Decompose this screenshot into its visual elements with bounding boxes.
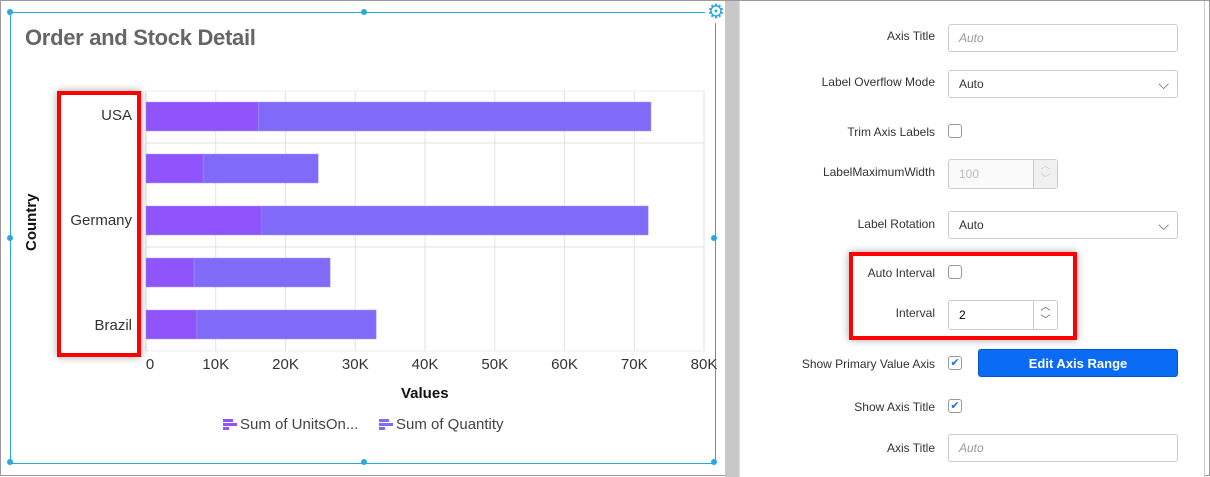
label-rotation-label: Label Rotation xyxy=(857,217,935,231)
x-axis-title: Values xyxy=(401,385,449,402)
bar-segment xyxy=(145,309,198,340)
selected-value: Auto xyxy=(959,218,984,232)
selected-value: Auto xyxy=(959,77,984,91)
axis-title-label: Axis Title xyxy=(886,29,935,43)
trim-labels-label: Trim Axis Labels xyxy=(847,125,935,139)
show-primary-axis-label: Show Primary Value Axis xyxy=(801,357,935,371)
bar-segment xyxy=(193,257,331,288)
legend-label: Sum of Quantity xyxy=(396,416,504,433)
placeholder: Auto xyxy=(959,31,984,45)
value: 100 xyxy=(959,167,980,181)
x-tick-label: 30K xyxy=(341,356,369,373)
auto-interval-checkbox[interactable] xyxy=(948,265,962,279)
gear-icon[interactable]: ⚙ xyxy=(705,1,727,23)
y-axis-title: Country xyxy=(23,193,40,252)
bar-segment xyxy=(145,205,263,236)
value: 2 xyxy=(959,308,966,322)
legend-item-units[interactable]: Sum of UnitsOn... xyxy=(223,416,358,433)
resize-handle[interactable] xyxy=(7,459,13,465)
auto-interval-label: Auto Interval xyxy=(867,266,935,280)
highlight-box-axis-labels xyxy=(57,91,141,357)
bar-segment xyxy=(145,101,259,132)
widget-title: Order and Stock Detail xyxy=(25,25,256,50)
category-label-usa: USA xyxy=(101,107,132,124)
bar-segment xyxy=(145,153,204,184)
category-label-germany: Germany xyxy=(70,212,132,229)
bar-legend-icon xyxy=(223,418,237,431)
resize-handle[interactable] xyxy=(711,235,717,241)
x-tick-label: 50K xyxy=(481,356,509,373)
x-tick-label: 70K xyxy=(620,356,648,373)
highlight-box-interval xyxy=(849,252,1077,340)
bar-segment xyxy=(261,205,649,236)
label-max-width-label: LabelMaximumWidth xyxy=(822,165,935,179)
resize-handle[interactable] xyxy=(361,9,367,15)
x-tick-label: 0 xyxy=(145,356,155,373)
interval-label: Interval xyxy=(895,306,935,320)
label-overflow-label: Label Overflow Mode xyxy=(821,75,935,89)
label-max-width-stepper[interactable]: 100 ︿ ﹀ xyxy=(948,159,1058,189)
show-primary-axis-checkbox[interactable]: ✔ xyxy=(948,356,962,370)
axis-title-input-2[interactable]: Auto xyxy=(948,434,1178,462)
resize-handle[interactable] xyxy=(361,459,367,465)
bar-legend-icon xyxy=(379,418,393,431)
chart-widget[interactable] xyxy=(7,9,717,465)
x-tick-label: 80K xyxy=(690,356,718,373)
bar-segment xyxy=(196,309,377,340)
interval-stepper[interactable]: 2 ︿ ﹀ xyxy=(948,300,1058,330)
show-axis-title-label: Show Axis Title xyxy=(854,400,935,414)
chevron-down-icon: ⌵ xyxy=(1158,76,1169,92)
chevron-down-icon: ⌵ xyxy=(1158,217,1169,233)
resize-handle[interactable] xyxy=(711,459,717,465)
legend-label: Sum of UnitsOn... xyxy=(240,416,359,433)
bar-segment xyxy=(202,153,319,184)
x-tick-label: 60K xyxy=(551,356,578,373)
axis-title-input[interactable]: Auto xyxy=(948,24,1178,52)
legend-item-quantity[interactable]: Sum of Quantity xyxy=(379,416,504,433)
placeholder: Auto xyxy=(959,441,984,455)
trim-labels-checkbox[interactable] xyxy=(948,124,962,138)
stepper-arrows-icon[interactable]: ︿ ﹀ xyxy=(1033,160,1057,188)
x-tick-label: 40K xyxy=(411,356,439,373)
label-rotation-dropdown[interactable]: Auto ⌵ xyxy=(948,211,1178,239)
resize-handle[interactable] xyxy=(7,235,13,241)
bar-segment xyxy=(145,257,195,288)
resize-handle[interactable] xyxy=(7,9,13,15)
bar-segment xyxy=(258,101,652,132)
label-overflow-dropdown[interactable]: Auto ⌵ xyxy=(948,70,1178,98)
x-tick-label: 10K xyxy=(202,356,230,373)
show-axis-title-checkbox[interactable]: ✔ xyxy=(948,399,962,413)
x-tick-label: 20K xyxy=(272,356,299,373)
axis-title-label-2: Axis Title xyxy=(886,441,935,455)
category-label-brazil: Brazil xyxy=(94,317,132,334)
bar-chart xyxy=(145,90,705,352)
edit-axis-range-button[interactable]: Edit Axis Range xyxy=(978,349,1178,377)
splitter[interactable] xyxy=(725,1,739,477)
stepper-arrows-icon[interactable]: ︿ ﹀ xyxy=(1033,301,1057,329)
